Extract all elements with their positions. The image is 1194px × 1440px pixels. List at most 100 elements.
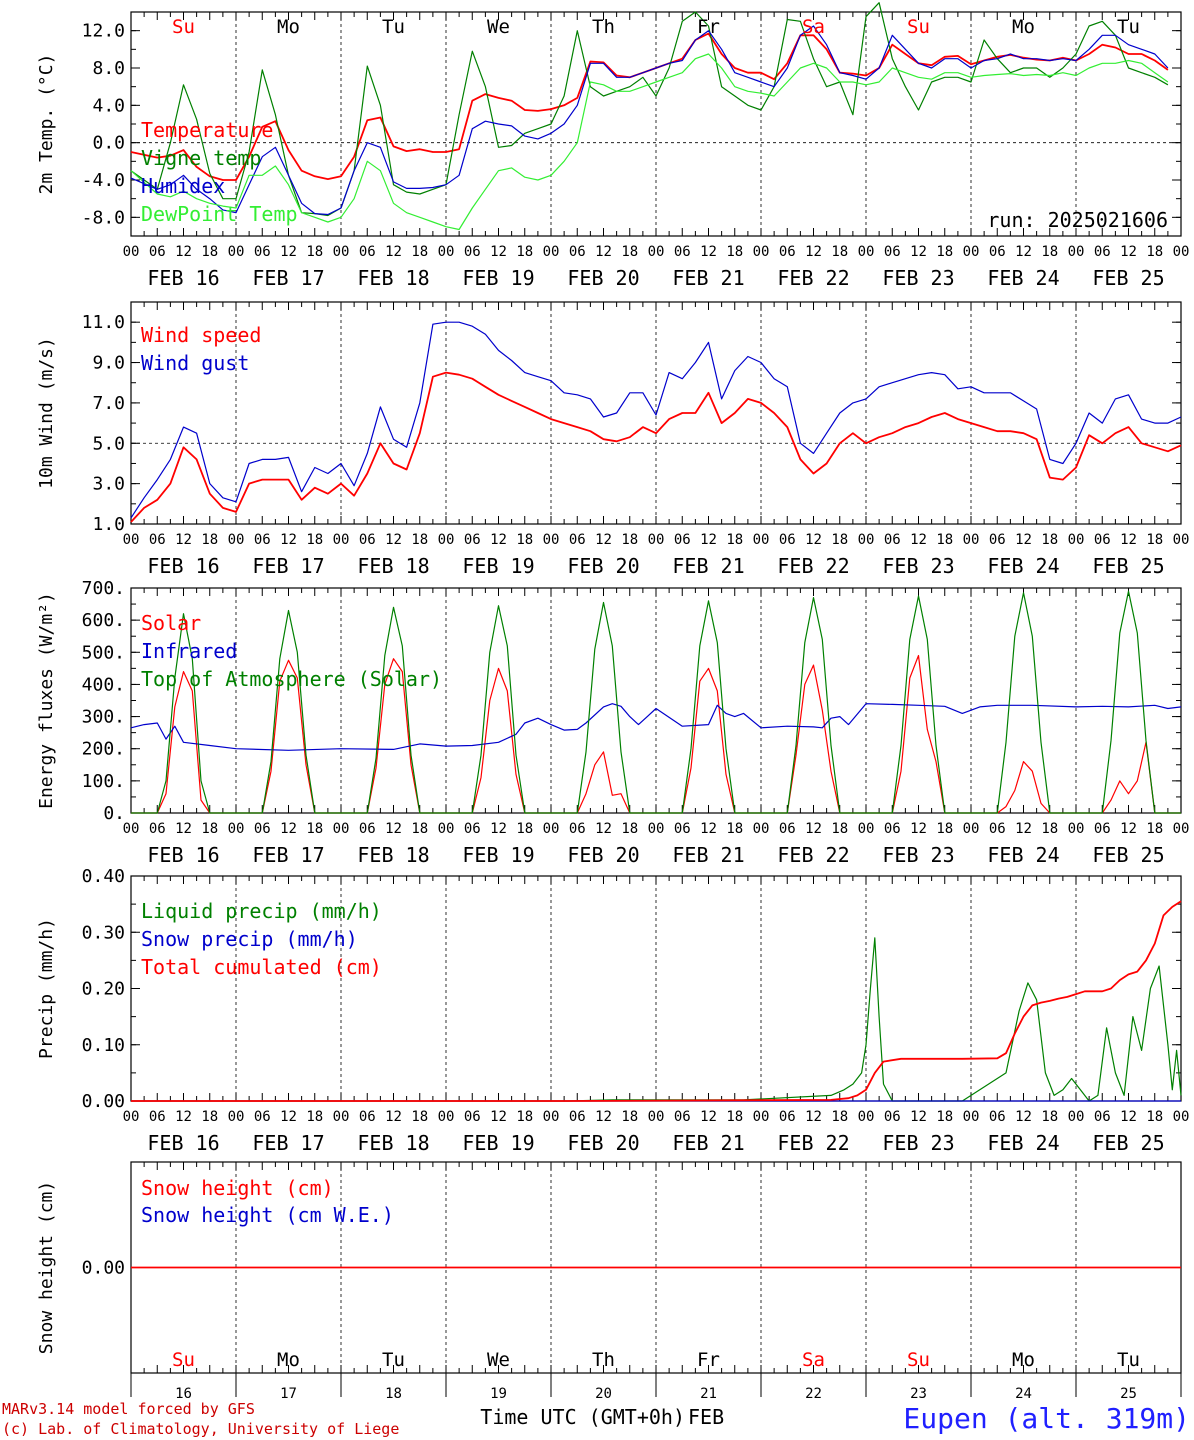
x-tick-label: 06 bbox=[149, 532, 166, 548]
legend-entry: Infrared bbox=[141, 639, 237, 663]
x-tick-label: 00 bbox=[1173, 1109, 1190, 1125]
y-axis-label: 2m Temp. (°C) bbox=[36, 54, 57, 195]
day-label: FEB 17 bbox=[252, 843, 324, 867]
day-label: FEB 21 bbox=[672, 266, 744, 290]
x-tick-label: 12 bbox=[280, 532, 297, 548]
x-tick-label: 06 bbox=[1094, 532, 1111, 548]
x-tick-label: 12 bbox=[1015, 532, 1032, 548]
y-tick-label: 0.10 bbox=[82, 1035, 125, 1056]
x-tick-label: 12 bbox=[385, 244, 402, 260]
day-label: FEB 16 bbox=[147, 1131, 219, 1155]
x-tick-label: 06 bbox=[464, 244, 481, 260]
legend-entry: Wind gust bbox=[141, 351, 249, 375]
x-tick-label: 00 bbox=[963, 244, 980, 260]
day-label: FEB 19 bbox=[462, 266, 534, 290]
day-label: FEB 25 bbox=[1092, 1131, 1164, 1155]
x-tick-label: 12 bbox=[910, 1109, 927, 1125]
x-tick-label: 18 bbox=[936, 532, 953, 548]
day-label: FEB 17 bbox=[252, 266, 324, 290]
x-tick-label: 00 bbox=[333, 821, 350, 837]
day-label: FEB 22 bbox=[777, 554, 849, 578]
x-tick-label: 12 bbox=[1015, 821, 1032, 837]
weekday-label: Su bbox=[907, 16, 930, 38]
x-tick-label: 06 bbox=[464, 821, 481, 837]
x-tick-label: 06 bbox=[149, 1109, 166, 1125]
credits-line-1: MARv3.14 model forced by GFS bbox=[2, 1400, 255, 1418]
x-tick-label: 12 bbox=[595, 244, 612, 260]
x-tick-label: 12 bbox=[280, 244, 297, 260]
x-tick-label: 06 bbox=[779, 1109, 796, 1125]
x-tick-label: 12 bbox=[385, 821, 402, 837]
day-number-label: 22 bbox=[805, 1386, 822, 1402]
day-label: FEB 20 bbox=[567, 554, 639, 578]
day-label: FEB 19 bbox=[462, 554, 534, 578]
x-tick-label: 00 bbox=[438, 821, 455, 837]
x-tick-label: 06 bbox=[359, 1109, 376, 1125]
x-tick-label: 18 bbox=[411, 244, 428, 260]
x-tick-label: 00 bbox=[1068, 532, 1085, 548]
y-tick-label: 0.30 bbox=[82, 922, 125, 943]
y-axis-label: Precip (mm/h) bbox=[36, 918, 57, 1059]
x-tick-label: 00 bbox=[1173, 244, 1190, 260]
legend-entry: DewPoint Temp bbox=[141, 202, 298, 226]
x-tick-label: 12 bbox=[595, 1109, 612, 1125]
x-tick-label: 18 bbox=[306, 244, 323, 260]
x-tick-label: 12 bbox=[1120, 821, 1137, 837]
x-tick-label: 12 bbox=[700, 821, 717, 837]
x-tick-label: 18 bbox=[201, 532, 218, 548]
x-tick-label: 18 bbox=[1041, 532, 1058, 548]
y-tick-label: 9.0 bbox=[92, 353, 125, 374]
x-tick-label: 06 bbox=[359, 244, 376, 260]
x-tick-label: 18 bbox=[1041, 244, 1058, 260]
x-tick-label: 12 bbox=[595, 821, 612, 837]
x-tick-label: 18 bbox=[831, 244, 848, 260]
series-line-humidex bbox=[130, 25, 1169, 216]
x-tick-label: 18 bbox=[726, 821, 743, 837]
series-line-wind-speed bbox=[130, 371, 1182, 523]
day-label: FEB 20 bbox=[567, 1131, 639, 1155]
x-tick-label: 06 bbox=[989, 244, 1006, 260]
y-tick-label: 3.0 bbox=[92, 474, 125, 495]
x-tick-label: 00 bbox=[648, 532, 665, 548]
x-tick-label: 06 bbox=[779, 821, 796, 837]
panel-energy: 700. 600. 500. 400. 300. 200. 100. 0. Energy flu… bbox=[36, 578, 1189, 867]
y-tick-label: 300. bbox=[82, 707, 125, 728]
x-tick-label: 12 bbox=[280, 1109, 297, 1125]
day-label: FEB 25 bbox=[1092, 554, 1164, 578]
series-line-temperature bbox=[130, 32, 1169, 181]
x-tick-label: 18 bbox=[306, 532, 323, 548]
weekday-label: Mo bbox=[277, 16, 300, 38]
y-tick-label: 0.40 bbox=[82, 866, 125, 887]
x-tick-label: 18 bbox=[411, 821, 428, 837]
y-tick-label: 0.20 bbox=[82, 979, 125, 1000]
day-number-label: 24 bbox=[1015, 1386, 1032, 1402]
y-tick-label: -4.0 bbox=[82, 170, 125, 191]
x-tick-label: 00 bbox=[543, 244, 560, 260]
day-label: FEB 20 bbox=[567, 266, 639, 290]
x-axis-label: Time UTC (GMT+0h) bbox=[480, 1405, 685, 1429]
x-tick-label: 18 bbox=[831, 1109, 848, 1125]
x-tick-label: 00 bbox=[858, 532, 875, 548]
y-tick-label: 0.0 bbox=[92, 133, 125, 154]
x-axis-month: FEB bbox=[688, 1405, 724, 1429]
weekday-label: Fr bbox=[697, 16, 720, 38]
x-tick-label: 12 bbox=[175, 244, 192, 260]
day-label: FEB 23 bbox=[882, 554, 954, 578]
x-tick-label: 00 bbox=[753, 532, 770, 548]
legend-entry: Top of Atmosphere (Solar) bbox=[141, 667, 442, 691]
x-tick-label: 06 bbox=[779, 244, 796, 260]
x-tick-label: 12 bbox=[1120, 1109, 1137, 1125]
x-tick-label: 06 bbox=[149, 821, 166, 837]
y-tick-label: 1.0 bbox=[92, 514, 125, 535]
x-tick-label: 00 bbox=[648, 1109, 665, 1125]
day-label: FEB 18 bbox=[357, 554, 429, 578]
x-tick-label: 18 bbox=[621, 1109, 638, 1125]
credits-line-2: (c) Lab. of Climatology, University of L… bbox=[2, 1420, 399, 1438]
legend-entry: Snow precip (mm/h) bbox=[141, 927, 358, 951]
x-tick-label: 12 bbox=[700, 1109, 717, 1125]
x-tick-label: 18 bbox=[936, 1109, 953, 1125]
day-label: FEB 24 bbox=[987, 843, 1059, 867]
x-tick-label: 06 bbox=[254, 1109, 271, 1125]
x-tick-label: 06 bbox=[569, 821, 586, 837]
